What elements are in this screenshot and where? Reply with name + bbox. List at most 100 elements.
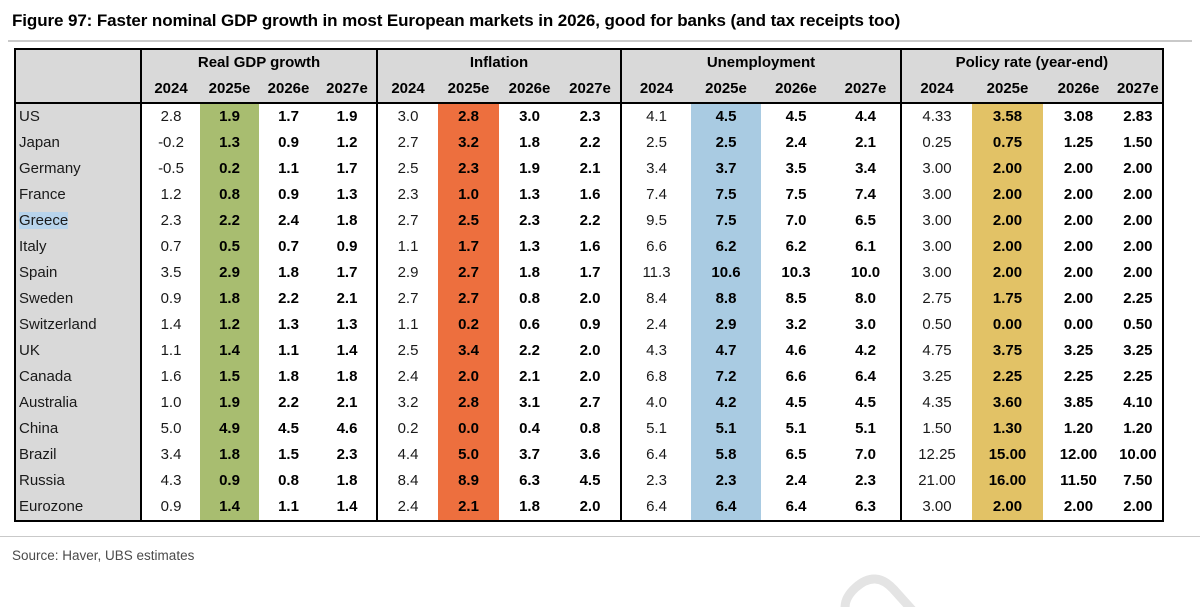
value-cell: 10.0 [850,264,881,281]
value-cell: 6.8 [620,364,691,390]
value-cell: 3.4 [438,338,499,364]
value-cell: 2.3 [376,182,438,208]
value-cell: 2.4 [376,364,438,390]
value-cell: 2.5 [376,156,438,182]
value-cell: 2.1 [579,160,601,177]
value-cell: 3.2 [785,316,807,333]
year-header: 2025e [438,76,499,103]
value-cell: 0.8 [278,472,299,489]
value-cell: 1.7 [438,234,499,260]
value-cell: 4.5 [579,472,601,489]
value-cell: 11.50 [1060,472,1097,489]
selected-text: Greece [19,212,69,229]
source-divider [0,536,1200,537]
value-cell: 10.6 [691,260,761,286]
value-cell: 5.1 [691,416,761,442]
value-cell: 12.00 [1059,446,1098,463]
value-cell: 2.00 [1063,160,1094,177]
value-cell: 2.5 [691,130,761,156]
value-cell: 2.3 [620,468,691,494]
value-cell: 5.1 [855,420,876,437]
value-cell: 1.50 [900,416,972,442]
value-cell: 3.60 [972,390,1043,416]
value-cell: 2.2 [200,208,259,234]
value-cell: 4.5 [785,394,807,411]
value-cell: 1.50 [1123,134,1153,151]
value-cell: 1.4 [200,494,259,521]
value-cell: 4.1 [620,103,691,130]
value-cell: 1.8 [336,368,358,385]
group-header: Inflation [376,49,621,76]
value-cell: 2.0 [438,364,499,390]
value-cell: 11.3 [620,260,691,286]
table-row: Germany -0.5 0.2 1.1 1.7 2.5 2.3 1.9 2.1 3.4 3.7 3.… [15,156,1163,182]
value-cell: 2.00 [972,208,1043,234]
value-cell: 2.3 [691,468,761,494]
value-cell: 1.1 [140,338,200,364]
value-cell: 0.50 [900,312,972,338]
value-cell: 3.75 [972,338,1043,364]
value-cell: 4.2 [855,342,876,359]
value-cell: 6.4 [785,498,807,515]
value-cell: 1.7 [336,160,358,177]
value-cell: 1.7 [278,108,299,125]
value-cell: 2.75 [900,286,972,312]
value-cell: 2.00 [1063,186,1094,203]
value-cell: 10.00 [1119,446,1157,463]
value-cell: 1.6 [140,364,200,390]
value-cell: 2.00 [972,156,1043,182]
value-cell: 4.5 [278,420,299,437]
value-cell: 3.00 [900,182,972,208]
row-label: Sweden [15,286,141,312]
value-cell: 1.6 [579,238,601,255]
value-cell: 4.3 [620,338,691,364]
value-cell: 2.4 [376,494,438,521]
value-cell: 2.00 [1123,160,1153,177]
value-cell: 4.5 [691,103,761,130]
value-cell: 3.00 [900,494,972,521]
value-cell: 4.3 [140,468,200,494]
row-label: China [15,416,141,442]
row-label: Greece [15,208,141,234]
value-cell: 2.3 [336,446,358,463]
value-cell: 0.4 [519,420,540,437]
value-cell: 7.0 [785,212,807,229]
value-cell: 3.2 [438,130,499,156]
value-cell: 3.58 [972,103,1043,130]
value-cell: 1.9 [200,390,259,416]
value-cell: 2.4 [620,312,691,338]
value-cell: 10.3 [781,264,811,281]
figure-title: Figure 97: Faster nominal GDP growth in … [12,11,901,30]
value-cell: 3.00 [900,234,972,260]
year-header: 2027e [318,76,377,103]
table-row: Japan -0.2 1.3 0.9 1.2 2.7 3.2 1.8 2.2 2.5 2.5 2.4 2… [15,130,1163,156]
value-cell: 1.8 [336,472,358,489]
value-cell: 5.0 [140,416,200,442]
value-cell: 1.4 [140,312,200,338]
value-cell: 1.1 [376,234,438,260]
value-cell: 2.25 [1063,368,1094,385]
value-cell: 9.5 [620,208,691,234]
group-header: Policy rate (year-end) [900,49,1163,76]
value-cell: 3.0 [855,316,876,333]
value-cell: 0.9 [278,186,299,203]
value-cell: 0.9 [140,494,200,521]
table-row: Australia 1.0 1.9 2.2 2.1 3.2 2.8 3.1 2.7 4.0 4.2 4… [15,390,1163,416]
value-cell: 0.0 [438,416,499,442]
value-cell: 6.6 [785,368,807,385]
value-cell: 6.5 [785,446,807,463]
value-cell: 3.00 [900,156,972,182]
value-cell: 2.0 [579,368,601,385]
value-cell: 7.2 [691,364,761,390]
row-label: Spain [15,260,141,286]
value-cell: 2.00 [1063,290,1094,307]
row-label: Australia [15,390,141,416]
value-cell: 2.1 [336,290,358,307]
value-cell: 1.8 [336,212,358,229]
value-cell: 1.0 [140,390,200,416]
value-cell: 0.5 [200,234,259,260]
value-cell: 8.4 [376,468,438,494]
value-cell: 6.3 [855,498,876,515]
value-cell: 21.00 [900,468,972,494]
year-header: 2026e [761,76,831,103]
